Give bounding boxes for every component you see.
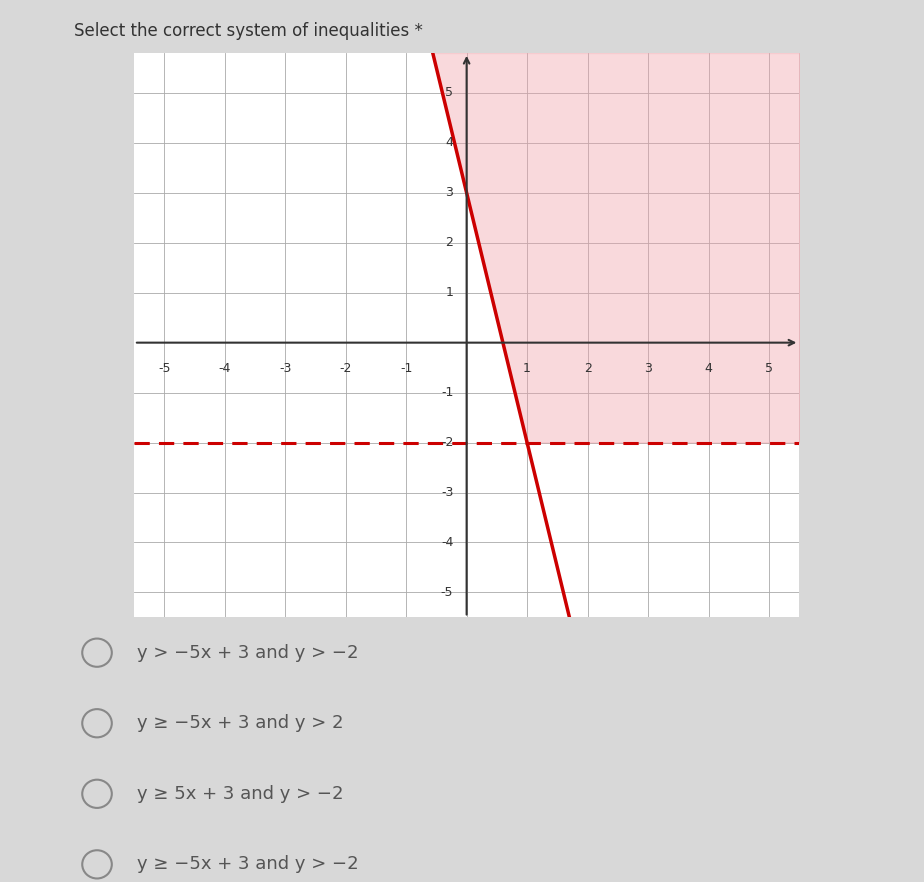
Text: y ≥ −5x + 3 and y > 2: y ≥ −5x + 3 and y > 2 [137, 714, 343, 732]
Text: -4: -4 [218, 362, 231, 375]
Text: -2: -2 [339, 362, 352, 375]
Text: y ≥ −5x + 3 and y > −2: y ≥ −5x + 3 and y > −2 [137, 856, 359, 873]
Text: -5: -5 [158, 362, 170, 375]
Text: -3: -3 [441, 486, 454, 499]
Text: 5: 5 [445, 86, 454, 100]
Text: 3: 3 [644, 362, 652, 375]
Text: y > −5x + 3 and y > −2: y > −5x + 3 and y > −2 [137, 644, 359, 662]
Text: -3: -3 [279, 362, 291, 375]
Text: -2: -2 [441, 436, 454, 449]
Text: 4: 4 [705, 362, 712, 375]
Text: -5: -5 [441, 586, 454, 599]
Text: 1: 1 [523, 362, 531, 375]
Text: 5: 5 [765, 362, 773, 375]
Text: -1: -1 [441, 386, 454, 400]
Text: 2: 2 [584, 362, 591, 375]
Text: 4: 4 [445, 137, 454, 149]
Text: 2: 2 [445, 236, 454, 250]
Text: 3: 3 [445, 186, 454, 199]
Text: Select the correct system of inequalities *: Select the correct system of inequalitie… [74, 22, 423, 40]
Text: 1: 1 [445, 286, 454, 299]
Text: y ≥ 5x + 3 and y > −2: y ≥ 5x + 3 and y > −2 [137, 785, 343, 803]
Text: -4: -4 [441, 536, 454, 549]
Text: -1: -1 [400, 362, 412, 375]
